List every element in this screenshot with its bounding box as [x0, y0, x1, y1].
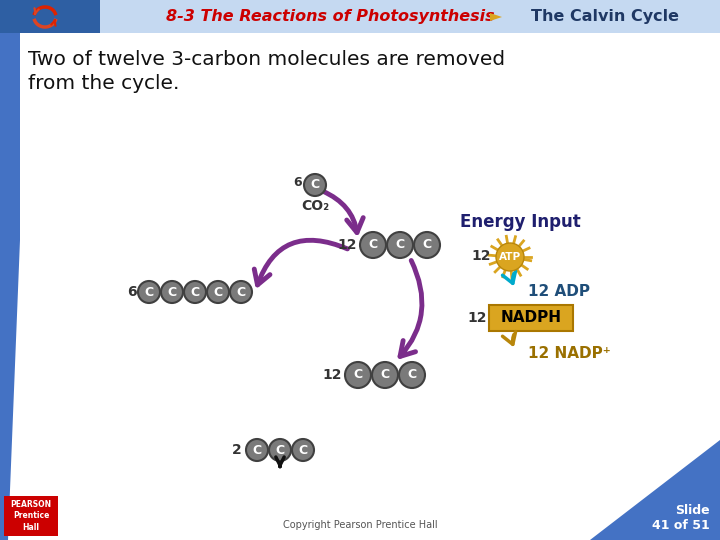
- Text: 12 ADP: 12 ADP: [528, 285, 590, 300]
- Text: C: C: [369, 239, 377, 252]
- Text: C: C: [423, 239, 431, 252]
- Polygon shape: [490, 13, 502, 21]
- FancyBboxPatch shape: [0, 0, 720, 33]
- Text: 2: 2: [233, 443, 242, 457]
- Text: C: C: [236, 286, 246, 299]
- Text: 12: 12: [338, 238, 357, 252]
- FancyArrowPatch shape: [503, 271, 516, 284]
- Text: 12: 12: [472, 249, 491, 263]
- Text: C: C: [190, 286, 199, 299]
- Text: C: C: [354, 368, 363, 381]
- Circle shape: [496, 243, 524, 271]
- Circle shape: [207, 281, 229, 303]
- FancyArrowPatch shape: [503, 332, 516, 345]
- Text: C: C: [145, 286, 153, 299]
- Text: C: C: [298, 443, 307, 456]
- Text: Two of twelve 3-carbon molecules are removed: Two of twelve 3-carbon molecules are rem…: [28, 50, 505, 69]
- Circle shape: [414, 232, 440, 258]
- Text: CO₂: CO₂: [301, 199, 329, 213]
- Polygon shape: [0, 33, 20, 540]
- Circle shape: [399, 362, 425, 388]
- Polygon shape: [590, 440, 720, 540]
- Text: 6: 6: [293, 176, 302, 188]
- Text: 12: 12: [467, 311, 487, 325]
- Circle shape: [292, 439, 314, 461]
- FancyBboxPatch shape: [489, 305, 573, 331]
- Text: The Calvin Cycle: The Calvin Cycle: [531, 10, 679, 24]
- FancyArrowPatch shape: [323, 191, 363, 233]
- FancyBboxPatch shape: [4, 496, 58, 536]
- Circle shape: [269, 439, 291, 461]
- Text: PEARSON
Prentice
Hall: PEARSON Prentice Hall: [10, 500, 52, 532]
- Text: Copyright Pearson Prentice Hall: Copyright Pearson Prentice Hall: [283, 520, 437, 530]
- Circle shape: [372, 362, 398, 388]
- Circle shape: [360, 232, 386, 258]
- Circle shape: [138, 281, 160, 303]
- Circle shape: [184, 281, 206, 303]
- Text: C: C: [213, 286, 222, 299]
- Text: NADPH: NADPH: [500, 310, 562, 326]
- Text: ATP: ATP: [499, 252, 521, 262]
- Text: C: C: [276, 443, 284, 456]
- Text: from the cycle.: from the cycle.: [28, 74, 179, 93]
- FancyArrowPatch shape: [400, 260, 422, 356]
- Text: C: C: [380, 368, 390, 381]
- Text: 6: 6: [127, 285, 137, 299]
- Circle shape: [230, 281, 252, 303]
- Text: C: C: [168, 286, 176, 299]
- FancyArrowPatch shape: [254, 240, 348, 285]
- Text: C: C: [253, 443, 261, 456]
- Text: Slide
41 of 51: Slide 41 of 51: [652, 504, 710, 532]
- Text: Energy Input: Energy Input: [459, 213, 580, 231]
- Circle shape: [345, 362, 371, 388]
- Text: C: C: [310, 179, 320, 192]
- Circle shape: [387, 232, 413, 258]
- Text: C: C: [395, 239, 405, 252]
- Polygon shape: [0, 0, 100, 33]
- Circle shape: [304, 174, 326, 196]
- Text: C: C: [408, 368, 417, 381]
- Text: 12: 12: [323, 368, 342, 382]
- Circle shape: [161, 281, 183, 303]
- Circle shape: [246, 439, 268, 461]
- Text: 12 NADP⁺: 12 NADP⁺: [528, 346, 611, 361]
- Text: 8-3 The Reactions of Photosynthesis: 8-3 The Reactions of Photosynthesis: [166, 10, 495, 24]
